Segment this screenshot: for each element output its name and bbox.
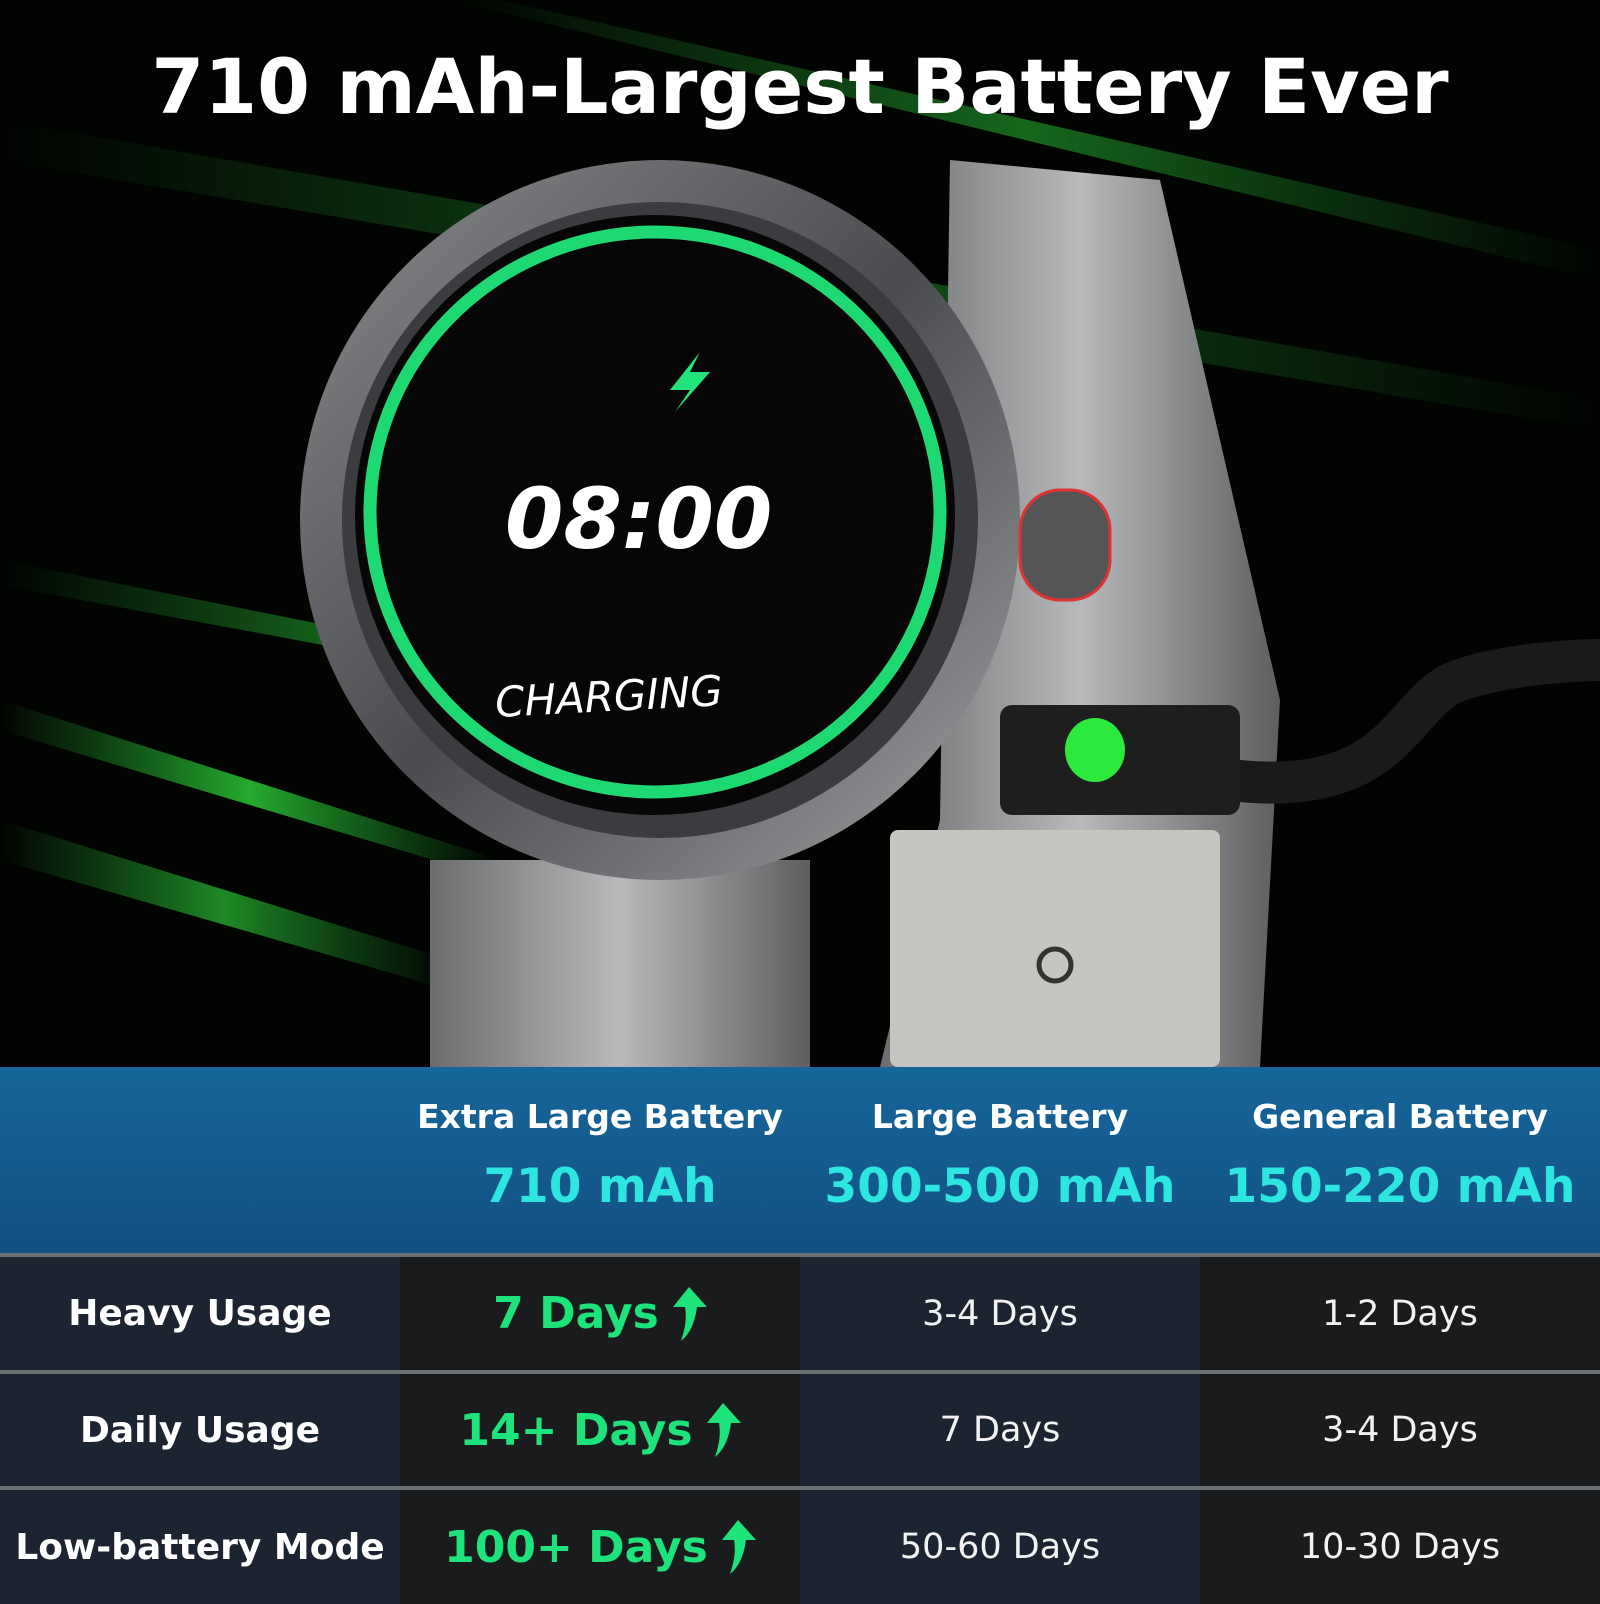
column-general: General Battery 150-220 mAh (1200, 1067, 1600, 1253)
row-label: Daily Usage (0, 1374, 400, 1486)
battery-comparison-table: Extra Large Battery 710 mAh Large Batter… (0, 1067, 1600, 1604)
cell-value: 1-2 Days (1200, 1257, 1600, 1370)
highlight-cell: 7 Days (400, 1257, 800, 1370)
column-name: General Battery (1252, 1097, 1548, 1136)
lightning-bolt-icon (670, 352, 710, 412)
watch-case (300, 160, 1112, 880)
table-row: Heavy Usage 7 Days 3-4 Days 1-2 Days (0, 1253, 1600, 1370)
watch-illustration (0, 0, 1600, 1067)
table-row: Daily Usage 14+ Days 7 Days 3-4 Days (0, 1370, 1600, 1486)
cell-value: 50-60 Days (800, 1490, 1200, 1604)
up-arrow-icon (706, 1403, 741, 1457)
column-capacity: 710 mAh (483, 1159, 717, 1214)
column-name: Extra Large Battery (417, 1097, 783, 1136)
table-header: Extra Large Battery 710 mAh Large Batter… (0, 1067, 1600, 1253)
charger-led (1065, 718, 1125, 782)
up-arrow-icon (672, 1286, 707, 1341)
column-extra-large: Extra Large Battery 710 mAh (400, 1067, 800, 1253)
cell-value: 3-4 Days (1200, 1374, 1600, 1486)
column-capacity: 300-500 mAh (824, 1159, 1176, 1214)
up-arrow-icon (721, 1520, 756, 1574)
cell-value: 100+ Days (444, 1521, 708, 1573)
cell-value: 7 Days (800, 1374, 1200, 1486)
row-label: Heavy Usage (0, 1257, 400, 1370)
watch-time: 08:00 (505, 470, 773, 568)
charging-cable (1227, 639, 1600, 804)
hero-section: 710 mAh-Largest Battery Ever 08:00 CHARG… (0, 0, 1600, 1067)
cell-value: 3-4 Days (800, 1257, 1200, 1370)
cell-value: 14+ Days (459, 1404, 693, 1456)
charge-ring (363, 225, 947, 799)
crown-button (1018, 488, 1112, 602)
column-capacity: 150-220 mAh (1224, 1159, 1576, 1214)
cell-value: 7 Days (493, 1288, 659, 1339)
highlight-cell: 14+ Days (400, 1374, 800, 1486)
highlight-cell: 100+ Days (400, 1490, 800, 1604)
column-name: Large Battery (871, 1097, 1129, 1136)
column-large: Large Battery 300-500 mAh (800, 1067, 1200, 1253)
cell-value: 10-30 Days (1200, 1490, 1600, 1604)
page-title: 710 mAh-Largest Battery Ever (151, 42, 1449, 131)
table-row: Low-battery Mode 100+ Days 50-60 Days 10… (0, 1486, 1600, 1604)
row-label: Low-battery Mode (0, 1490, 400, 1604)
